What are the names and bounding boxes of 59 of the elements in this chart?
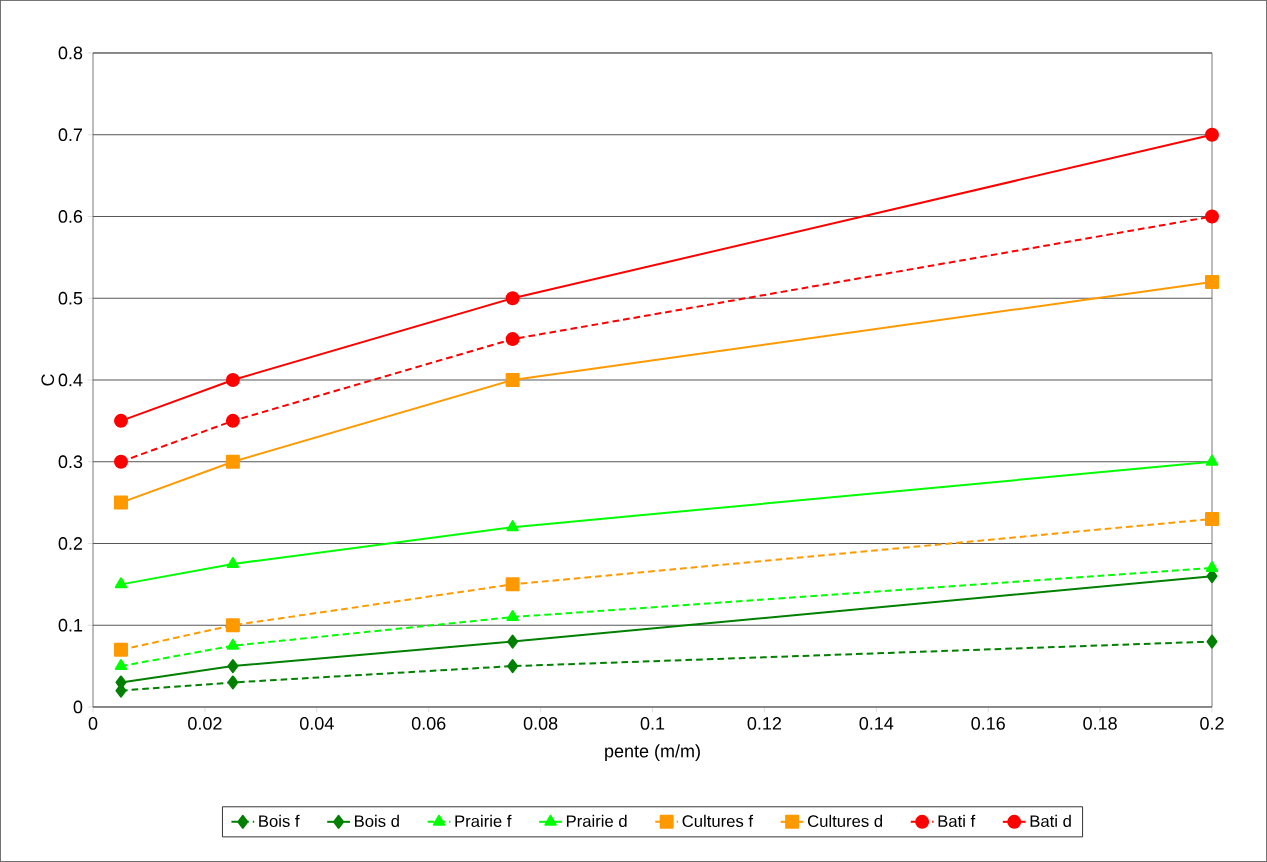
- x-axis-title: pente (m/m): [605, 744, 700, 762]
- y-tick-label: 0.4: [58, 373, 83, 387]
- legend-label: Bati d: [1030, 814, 1071, 828]
- point: [113, 454, 128, 469]
- y-tick-label: 0.3: [58, 455, 83, 469]
- point: [1205, 209, 1220, 224]
- y-tick-label: 0.5: [58, 291, 83, 305]
- point: [227, 659, 239, 674]
- point: [505, 332, 520, 347]
- y-tick-label: 0.2: [58, 537, 83, 550]
- point: [113, 413, 128, 428]
- point: [113, 642, 128, 657]
- point: [1205, 274, 1220, 289]
- point: [225, 413, 240, 428]
- point: [1205, 454, 1219, 466]
- legend-label: Bois d: [355, 814, 399, 828]
- legend-label: Cultures f: [682, 814, 754, 828]
- point: [225, 372, 240, 387]
- point: [507, 634, 519, 649]
- point: [1205, 127, 1220, 142]
- point: [506, 520, 519, 532]
- point: [114, 577, 128, 589]
- x-tick-label: 0.2: [1200, 717, 1224, 730]
- point: [114, 659, 128, 671]
- legend-label: Prairie f: [455, 814, 512, 828]
- point: [507, 659, 519, 674]
- y-axis-title: C: [41, 374, 55, 386]
- x-tick-label: 0.04: [300, 717, 334, 730]
- y-tick-label: 0: [73, 700, 83, 714]
- point: [1205, 511, 1220, 526]
- x-tick-label: 0.1: [640, 717, 665, 730]
- point: [226, 638, 240, 650]
- point: [227, 675, 239, 690]
- x-tick-label: 0.08: [523, 717, 558, 730]
- legend-label: Prairie d: [566, 814, 627, 828]
- point: [505, 291, 520, 306]
- point: [225, 454, 240, 469]
- legend-label: Bois f: [259, 814, 300, 828]
- y-tick-label: 0.1: [58, 618, 83, 632]
- x-tick-label: 0.18: [1083, 717, 1117, 730]
- y-tick-label: 0.7: [58, 128, 83, 142]
- legend-label: Cultures d: [807, 814, 883, 828]
- point: [1205, 561, 1219, 573]
- legend-label: Bati f: [938, 814, 976, 828]
- x-tick-label: 0.16: [971, 717, 1005, 730]
- point: [506, 610, 519, 622]
- x-tick-label: 0.06: [411, 717, 446, 730]
- x-tick-label: 0.14: [859, 717, 894, 730]
- y-tick-label: 0.8: [58, 46, 83, 60]
- point: [226, 556, 240, 568]
- x-tick-label: 0.02: [188, 717, 222, 730]
- point: [225, 618, 240, 633]
- x-tick-label: 0.12: [747, 717, 782, 730]
- y-tick-label: 0.6: [58, 210, 83, 223]
- point: [505, 372, 520, 387]
- point: [1206, 634, 1218, 649]
- point: [113, 495, 128, 510]
- point: [505, 577, 520, 592]
- x-tick-label: 0: [88, 717, 98, 730]
